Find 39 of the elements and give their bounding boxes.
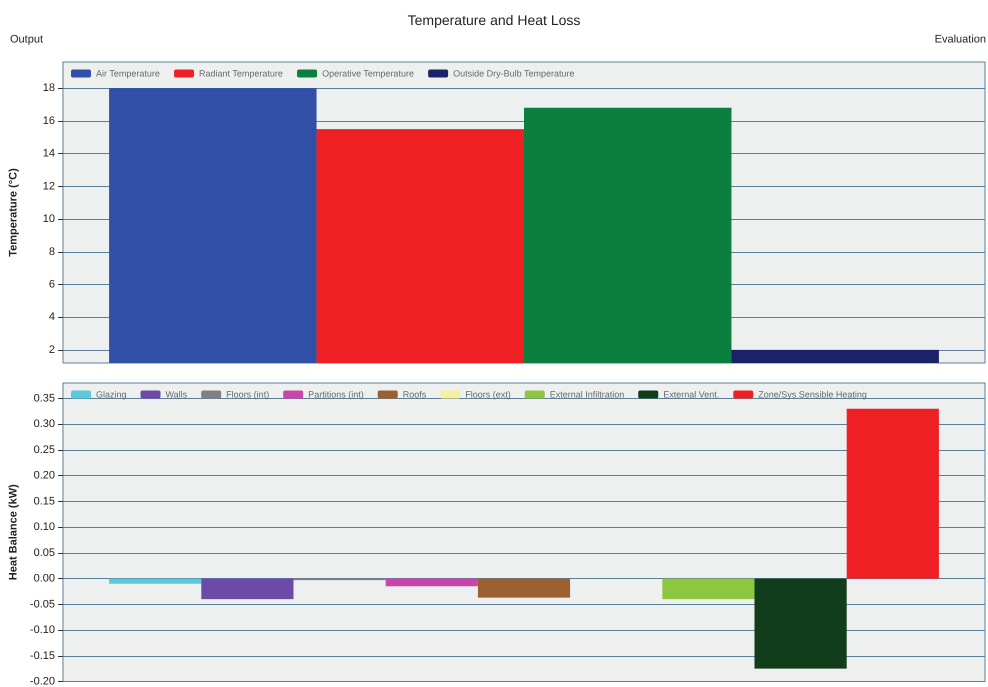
y-axis-title: Heat Balance (kW) <box>8 484 20 580</box>
y-tick-label: 0.25 <box>34 444 55 456</box>
y-tick-label: -0.20 <box>30 676 55 687</box>
y-tick-label: 12 <box>42 180 55 192</box>
y-tick-label: 8 <box>48 246 55 258</box>
y-tick-label: 10 <box>42 213 55 226</box>
y-tick-label: 16 <box>42 114 55 127</box>
y-tick-label: 0.35 <box>34 392 55 404</box>
text: Output <box>10 34 44 46</box>
y-tick-label: 6 <box>48 278 55 290</box>
legend-label: Air Temperature <box>96 68 160 78</box>
y-tick-label: -0.10 <box>30 624 55 636</box>
y-axis-title: Temperature (°C) <box>8 168 20 257</box>
legend-label: Floors (ext) <box>465 390 511 400</box>
legend-label: Radiant Temperature <box>199 68 283 78</box>
chart-title: Temperature and Heat Loss <box>408 12 580 28</box>
text: Evaluation <box>934 34 986 46</box>
y-tick-label: 2 <box>48 344 55 356</box>
legend-label: Glazing <box>96 390 127 400</box>
y-tick-label: 0.10 <box>34 521 55 534</box>
legend-label: Walls <box>166 390 188 400</box>
legend-label: Partitions (int) <box>308 390 364 400</box>
legend-label: External Infiltration <box>550 390 624 400</box>
legend-label: Roofs <box>402 390 427 400</box>
y-tick-label: 14 <box>42 148 55 160</box>
y-tick-label: -0.15 <box>30 650 55 662</box>
legend-label: Zone/Sys Sensible Heating <box>758 390 867 400</box>
legend-label: Floors (int) <box>226 390 270 400</box>
legend-label: Outside Dry-Bulb Temperature <box>453 68 575 78</box>
legend-label: External Vent. <box>663 390 720 400</box>
legend-label: Operative Temperature <box>322 68 414 78</box>
y-tick-label: 0.00 <box>34 572 55 585</box>
y-tick-label: 0.30 <box>34 418 55 430</box>
y-tick-label: -0.05 <box>30 598 55 610</box>
y-tick-label: 0.20 <box>34 470 55 482</box>
y-tick-label: 0.15 <box>34 495 55 508</box>
y-tick-label: 18 <box>42 82 55 94</box>
y-tick-label: 0.05 <box>34 546 55 559</box>
y-tick-label: 4 <box>48 311 55 324</box>
